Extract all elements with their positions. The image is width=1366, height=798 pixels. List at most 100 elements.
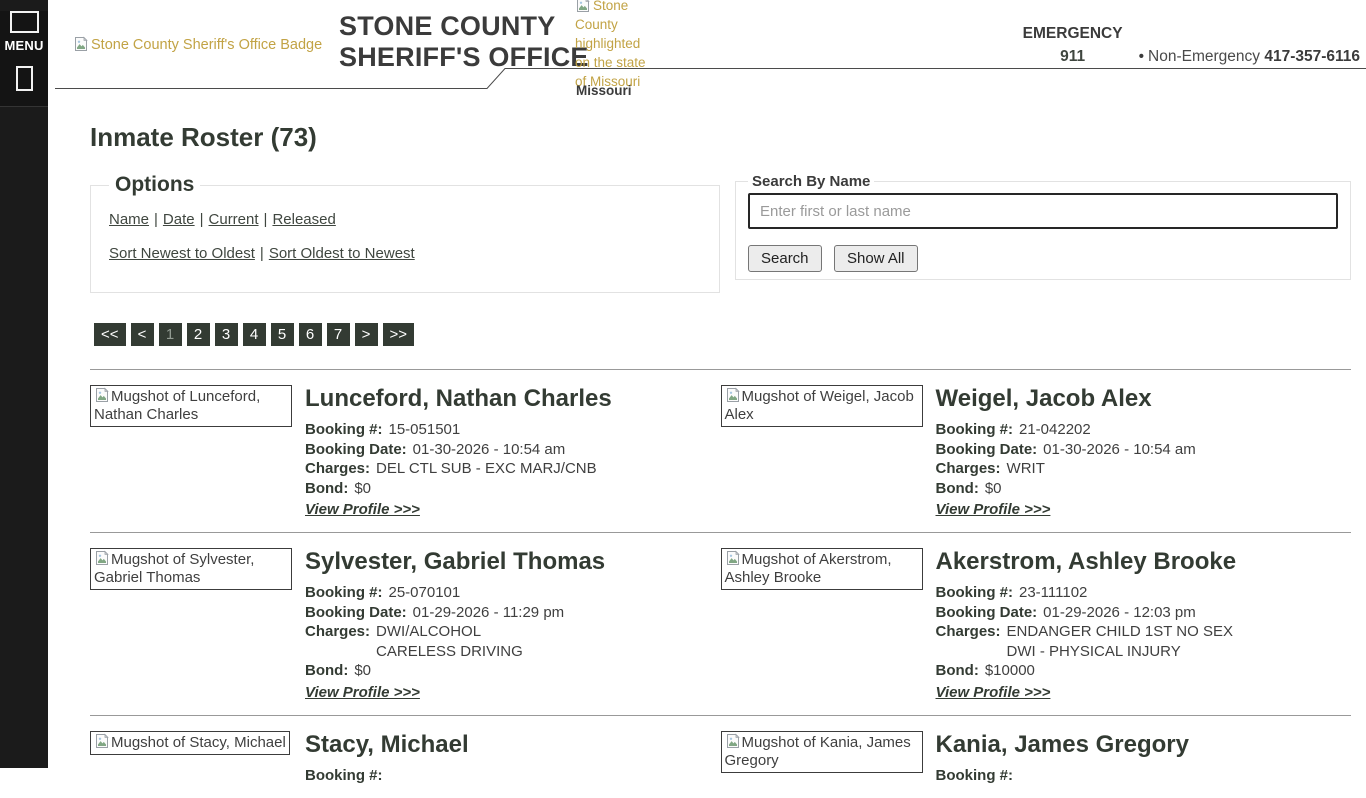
state-caption: Missouri	[576, 83, 632, 98]
mugshot-image-broken[interactable]: Mugshot of Sylvester, Gabriel Thomas	[90, 548, 292, 590]
filter-link-current[interactable]: Current	[209, 211, 259, 228]
filter-link-date[interactable]: Date	[163, 211, 195, 228]
page-button-nextnext[interactable]: >>	[383, 323, 415, 346]
site-title-line1: STONE COUNTY	[339, 11, 589, 42]
emergency-label: EMERGENCY	[1023, 22, 1123, 45]
sort-links: Sort Newest to Oldest | Sort Oldest to New…	[109, 240, 705, 267]
page-button-4[interactable]: 4	[243, 323, 266, 346]
detail-label: Charges:	[936, 459, 1001, 479]
view-profile-link[interactable]: View Profile >>>	[936, 684, 1051, 701]
options-legend: Options	[109, 173, 200, 197]
broken-image-icon	[725, 733, 741, 749]
menu-button[interactable]: MENU	[0, 38, 48, 53]
mugshot-alt-text: Mugshot of Akerstrom, Ashley Brooke	[725, 551, 892, 586]
page-button-prev[interactable]: <	[131, 323, 154, 346]
mugshot-cell: Mugshot of Sylvester, Gabriel Thomas	[90, 548, 305, 702]
detail-value: 23-111102	[1019, 583, 1087, 603]
page-button-7[interactable]: 7	[327, 323, 350, 346]
mugshot-image-broken[interactable]: Mugshot of Akerstrom, Ashley Brooke	[721, 548, 923, 590]
badge-image-broken[interactable]: Stone County Sheriff's Office Badge	[73, 36, 322, 53]
view-profile-link[interactable]: View Profile >>>	[305, 501, 420, 518]
detail-booking-number: Booking #:	[305, 766, 721, 786]
detail-label: Booking #:	[305, 583, 383, 603]
detail-bond: Bond: $0	[305, 479, 721, 499]
detail-value: 21-042202	[1019, 420, 1091, 440]
inmate-card: Mugshot of Lunceford, Nathan Charles Lun…	[90, 385, 721, 519]
detail-label: Charges:	[936, 622, 1001, 661]
inmate-info: Sylvester, Gabriel Thomas Booking #:25-0…	[305, 548, 721, 702]
page-button-6[interactable]: 6	[299, 323, 322, 346]
page-button-1[interactable]: 1	[159, 323, 182, 346]
filter-link-name[interactable]: Name	[109, 211, 149, 228]
detail-label: Booking #:	[305, 766, 383, 786]
page-title: Inmate Roster (73)	[90, 122, 1351, 153]
detail-value: WRIT	[1007, 459, 1045, 479]
page-button-3[interactable]: 3	[215, 323, 238, 346]
mugshot-cell: Mugshot of Kania, James Gregory	[721, 731, 936, 786]
detail-label: Booking #:	[936, 583, 1014, 603]
detail-bond: Bond:$10000	[936, 661, 1352, 681]
state-map-alt-text: Stone County highlighted on the state of…	[575, 0, 646, 89]
inmate-card: Mugshot of Akerstrom, Ashley Brooke Aker…	[721, 548, 1352, 702]
mugshot-image-broken[interactable]: Mugshot of Stacy, Michael	[90, 731, 290, 755]
detail-label: Booking Date:	[305, 440, 407, 460]
non-emergency-line: •Non-Emergency 417-357-6116	[1139, 45, 1360, 68]
filter-links: Name|Date|Current|Released	[109, 206, 705, 233]
broken-image-icon	[73, 36, 89, 52]
emergency-numbers: EMERGENCY 911	[1023, 22, 1123, 68]
detail-label: Bond:	[305, 661, 348, 681]
show-all-button[interactable]: Show All	[834, 245, 918, 272]
broken-image-icon	[94, 550, 110, 566]
filter-link-released[interactable]: Released	[272, 211, 335, 228]
detail-charges: Charges: WRIT	[936, 459, 1352, 479]
page-button-2[interactable]: 2	[187, 323, 210, 346]
options-panel: Options Name|Date|Current|Released Sort …	[90, 173, 720, 293]
menu-icon[interactable]	[10, 11, 39, 33]
mugshot-alt-text: Mugshot of Lunceford, Nathan Charles	[94, 388, 260, 423]
search-buttons: Search Show All	[748, 245, 1338, 272]
detail-value: 01-30-2026 - 10:54 am	[413, 440, 566, 460]
broken-image-icon	[725, 550, 741, 566]
view-profile-link[interactable]: View Profile >>>	[936, 501, 1051, 518]
mugshot-alt-text: Mugshot of Stacy, Michael	[111, 734, 286, 751]
page-button-prevprev[interactable]: <<	[94, 323, 126, 346]
search-input[interactable]	[748, 193, 1338, 229]
detail-label: Bond:	[305, 479, 348, 499]
inmate-info: Akerstrom, Ashley Brooke Booking #:23-11…	[936, 548, 1352, 702]
link-separator: |	[260, 245, 264, 262]
search-button[interactable]: Search	[748, 245, 822, 272]
detail-value: 01-29-2026 - 12:03 pm	[1043, 603, 1196, 623]
page-button-5[interactable]: 5	[271, 323, 294, 346]
mugshot-image-broken[interactable]: Mugshot of Kania, James Gregory	[721, 731, 923, 773]
badge-alt-text: Stone County Sheriff's Office Badge	[91, 37, 322, 53]
inmate-name: Stacy, Michael	[305, 731, 721, 759]
detail-label: Booking #:	[936, 766, 1014, 786]
mugshot-image-broken[interactable]: Mugshot of Weigel, Jacob Alex	[721, 385, 923, 427]
detail-label: Booking #:	[936, 420, 1014, 440]
site-title: STONE COUNTY SHERIFF'S OFFICE	[339, 11, 589, 73]
detail-label: Booking Date:	[936, 603, 1038, 623]
filters-row: Options Name|Date|Current|Released Sort …	[90, 173, 1351, 293]
detail-value: $10000	[985, 661, 1035, 681]
inmate-row: Mugshot of Lunceford, Nathan Charles Lun…	[90, 369, 1351, 532]
inmate-name: Sylvester, Gabriel Thomas	[305, 548, 721, 576]
detail-label: Booking #:	[305, 420, 383, 440]
sort-link-sort-oldest-to-newest[interactable]: Sort Oldest to Newest	[269, 245, 415, 262]
detail-value: $0	[354, 479, 371, 499]
link-separator: |	[154, 211, 158, 228]
page-button-next[interactable]: >	[355, 323, 378, 346]
detail-booking-number: Booking #:25-070101	[305, 583, 721, 603]
header: Stone County Sheriff's Office Badge STON…	[48, 0, 1366, 96]
emergency-block: EMERGENCY 911 •Non-Emergency 417-357-611…	[1023, 22, 1360, 68]
sidebar-secondary-icon[interactable]	[16, 66, 33, 91]
view-profile-link[interactable]: View Profile >>>	[305, 684, 420, 701]
detail-bond: Bond:$0	[936, 479, 1352, 499]
sort-link-sort-newest-to-oldest[interactable]: Sort Newest to Oldest	[109, 245, 255, 262]
detail-bond: Bond:$0	[305, 661, 721, 681]
mugshot-image-broken[interactable]: Mugshot of Lunceford, Nathan Charles	[90, 385, 292, 427]
mugshot-cell: Mugshot of Stacy, Michael	[90, 731, 305, 786]
